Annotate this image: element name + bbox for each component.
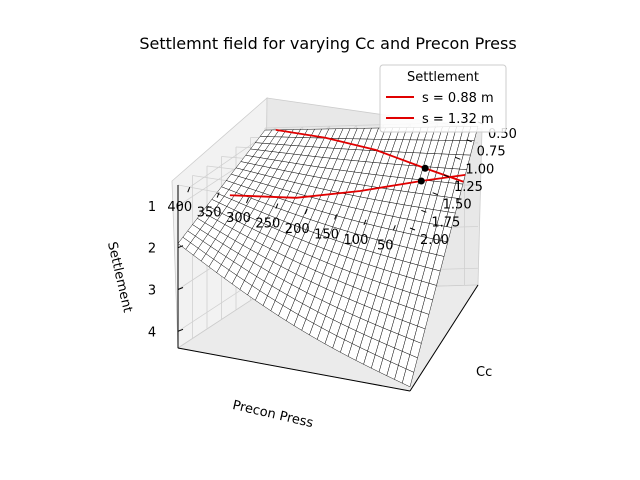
z-tick-mark-1 bbox=[177, 203, 184, 207]
y-tick-mark-1.75 bbox=[421, 209, 427, 213]
y-tick-label-2.00: 2.00 bbox=[420, 233, 449, 248]
y-tick-mark-1.00 bbox=[455, 156, 461, 160]
legend: Settlement s = 0.88 m s = 1.32 m bbox=[379, 64, 507, 133]
y-tick-label-1.25: 1.25 bbox=[454, 180, 483, 195]
z-tick-mark-4 bbox=[177, 328, 184, 332]
marker-1 bbox=[421, 164, 429, 172]
y-tick-label-1.75: 1.75 bbox=[431, 215, 460, 230]
marker-2 bbox=[417, 177, 425, 185]
y-tick-mark-1.50 bbox=[432, 192, 438, 196]
x-tick-mark-100 bbox=[363, 219, 367, 226]
z-tick-label-2: 2 bbox=[148, 242, 156, 257]
y-tick-mark-2.00 bbox=[409, 227, 416, 231]
z-tick-mark-3 bbox=[177, 287, 184, 290]
x-tick-mark-50 bbox=[392, 225, 396, 231]
y-tick-label-1.00: 1.00 bbox=[465, 162, 494, 177]
y-tick-mark-1.25 bbox=[443, 174, 450, 178]
x-tick-mark-350 bbox=[216, 192, 220, 198]
x-tick-mark-400 bbox=[187, 186, 191, 193]
z-tick-label-1: 1 bbox=[148, 200, 156, 215]
x-tick-mark-250 bbox=[275, 203, 279, 209]
y-tick-mark-0.75 bbox=[466, 139, 472, 143]
x-tick-label-400: 400 bbox=[167, 200, 192, 215]
y-tick-label-1.50: 1.50 bbox=[443, 198, 472, 213]
x-axis-line bbox=[177, 347, 411, 392]
legend-title: Settlement bbox=[407, 70, 479, 85]
x-tick-label-50: 50 bbox=[377, 238, 394, 253]
x-tick-label-250: 250 bbox=[255, 217, 280, 232]
surface-cell bbox=[402, 368, 415, 388]
z-tick-mark-2 bbox=[177, 245, 184, 249]
legend-box bbox=[379, 64, 507, 133]
contour-1 bbox=[275, 129, 464, 183]
x-tick-label-350: 350 bbox=[197, 206, 222, 221]
x-tick-mark-200 bbox=[304, 208, 308, 215]
x-tick-mark-300 bbox=[246, 197, 249, 204]
legend-entry-2: s = 1.32 m bbox=[422, 112, 494, 127]
y-axis-label: Cc bbox=[476, 365, 492, 380]
chart-title: Settlemnt field for varying Cc and Preco… bbox=[139, 34, 516, 53]
x-tick-label-200: 200 bbox=[285, 222, 310, 237]
x-tick-label-300: 300 bbox=[226, 211, 251, 226]
contour-2 bbox=[229, 173, 466, 199]
z-tick-label-4: 4 bbox=[148, 325, 156, 340]
x-tick-mark-150 bbox=[334, 214, 338, 220]
x-tick-label-100: 100 bbox=[344, 233, 369, 248]
y-tick-label-0.75: 0.75 bbox=[477, 145, 506, 160]
axes: 501001502002503003504000.500.751.001.251… bbox=[148, 121, 517, 392]
x-tick-label-150: 150 bbox=[314, 227, 339, 242]
legend-entry-1: s = 0.88 m bbox=[422, 91, 494, 106]
settlement-contours bbox=[229, 129, 466, 199]
z-tick-label-3: 3 bbox=[148, 283, 156, 298]
x-axis-label: Precon Press bbox=[231, 398, 315, 431]
z-axis-label: Settlement bbox=[104, 240, 135, 314]
y-axis-line bbox=[409, 284, 479, 392]
